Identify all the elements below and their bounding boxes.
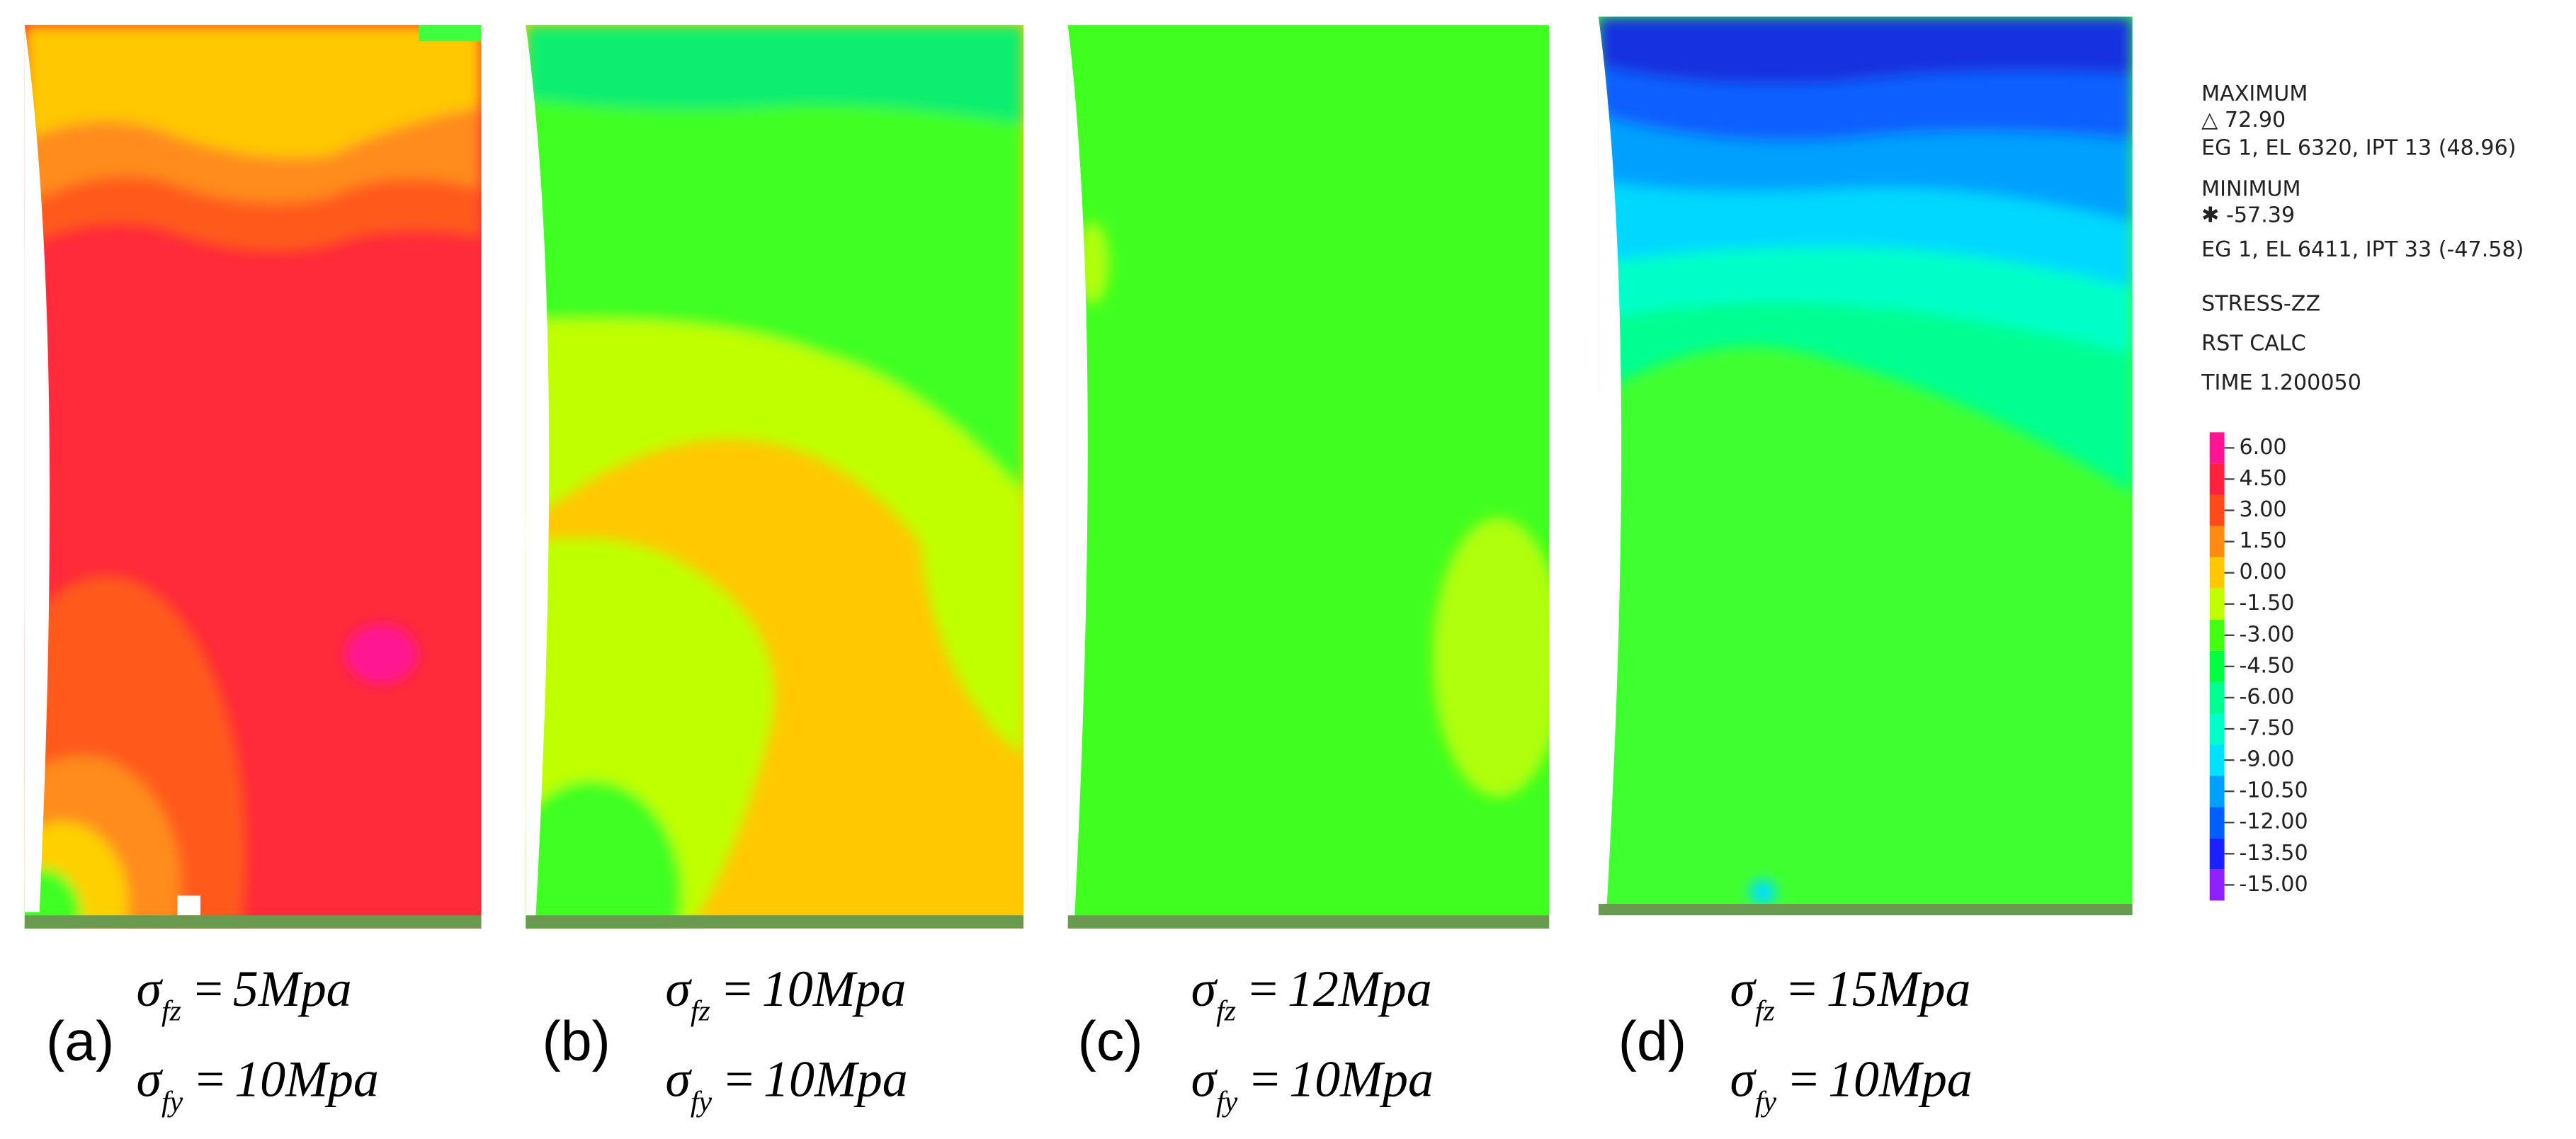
relation: = bbox=[723, 960, 752, 1017]
subscript: fz bbox=[161, 995, 181, 1028]
legend-label: -12.00 bbox=[2239, 810, 2308, 834]
legend-swatch bbox=[2209, 681, 2225, 713]
legend-label: 3.00 bbox=[2239, 497, 2286, 522]
legend-label: 0.00 bbox=[2239, 560, 2286, 584]
legend-label: -1.50 bbox=[2239, 591, 2294, 616]
equation: σfy = 10Mpa bbox=[1730, 1050, 1972, 1118]
value: 5Mpa bbox=[233, 960, 352, 1017]
panel-label: (c) bbox=[1078, 1009, 1143, 1072]
subscript: fy bbox=[1216, 1085, 1238, 1118]
subscript: fy bbox=[1755, 1085, 1777, 1118]
panel-label: (a) bbox=[46, 1009, 114, 1072]
symbol: σ bbox=[1730, 960, 1757, 1017]
legend-swatch bbox=[2209, 713, 2225, 745]
info-block: MAXIMUM△ 72.90 EG 1, EL 6320, IPT 13 (48.… bbox=[2201, 81, 2524, 395]
symbol: σ bbox=[1191, 1050, 1218, 1107]
relation: = bbox=[1249, 960, 1278, 1017]
legend-label: -9.00 bbox=[2239, 747, 2294, 772]
info-text: STRESS-ZZ bbox=[2201, 292, 2320, 317]
legend-label: -4.50 bbox=[2239, 653, 2294, 678]
legend-swatch bbox=[2209, 526, 2225, 557]
legend-swatch bbox=[2209, 619, 2225, 651]
legend-swatch bbox=[2209, 588, 2225, 620]
legend-label: -7.50 bbox=[2239, 715, 2294, 740]
symbol: σ bbox=[665, 1050, 692, 1107]
legend-swatch bbox=[2209, 838, 2225, 870]
equation: σfy = 10Mpa bbox=[1191, 1050, 1434, 1118]
info-text: MAXIMUM bbox=[2201, 81, 2308, 106]
panel-label: (d) bbox=[1618, 1009, 1686, 1072]
legend-label: -13.50 bbox=[2239, 841, 2308, 866]
equation: σfz = 10Mpa bbox=[665, 960, 906, 1028]
legend-label: -10.50 bbox=[2239, 778, 2308, 803]
value: 10Mpa bbox=[764, 1050, 908, 1107]
info-text: △ 72.90 bbox=[2201, 108, 2286, 132]
equation: σfy = 10Mpa bbox=[665, 1050, 907, 1118]
relation: = bbox=[194, 960, 223, 1017]
legend-swatch bbox=[2209, 807, 2225, 839]
equation: σfz = 5Mpa bbox=[137, 960, 352, 1028]
legend-swatch bbox=[2209, 869, 2225, 901]
color-legend: 6.00 4.50 3.00 1.50 0.00 -1.50 -3.00 -4.50 -6.00… bbox=[2209, 432, 2308, 901]
equation: σfy = 10Mpa bbox=[137, 1050, 379, 1118]
value: 10Mpa bbox=[1828, 1050, 1973, 1107]
relation: = bbox=[725, 1050, 754, 1107]
legend-label: 1.50 bbox=[2239, 528, 2286, 553]
legend-label: 4.50 bbox=[2239, 466, 2286, 491]
subscript: fz bbox=[1755, 995, 1775, 1028]
symbol: σ bbox=[137, 1050, 164, 1107]
value: 10Mpa bbox=[1289, 1050, 1434, 1107]
legend-swatch bbox=[2209, 557, 2225, 589]
relation: = bbox=[1790, 1050, 1819, 1107]
legend-swatch bbox=[2209, 776, 2225, 808]
legend-swatch bbox=[2209, 463, 2225, 495]
panel-label: (b) bbox=[542, 1009, 610, 1072]
info-text: EG 1, EL 6411, IPT 33 (-47.58) bbox=[2201, 237, 2524, 262]
legend-label: -6.00 bbox=[2239, 684, 2294, 709]
symbol: σ bbox=[665, 960, 692, 1017]
equation: σfz = 15Mpa bbox=[1730, 960, 1970, 1028]
contour-d bbox=[1598, 16, 2133, 916]
symbol: σ bbox=[137, 960, 164, 1017]
contour-b bbox=[526, 25, 1024, 929]
legend-label: 6.00 bbox=[2239, 435, 2286, 460]
legend-swatch bbox=[2209, 744, 2225, 776]
legend-label: -15.00 bbox=[2239, 872, 2308, 897]
symbol: σ bbox=[1191, 960, 1218, 1017]
equation: σfz = 12Mpa bbox=[1191, 960, 1432, 1028]
info-text: RST CALC bbox=[2201, 331, 2306, 356]
contour-c bbox=[1067, 25, 1550, 929]
info-text: ✱ -57.39 bbox=[2201, 203, 2295, 227]
legend-swatch bbox=[2209, 432, 2225, 464]
info-text: MINIMUM bbox=[2201, 176, 2300, 201]
subscript: fz bbox=[1216, 995, 1236, 1028]
symbol: σ bbox=[1730, 1050, 1757, 1107]
subscript: fy bbox=[161, 1085, 183, 1118]
legend-swatch bbox=[2209, 494, 2225, 526]
subscript: fy bbox=[691, 1085, 713, 1118]
relation: = bbox=[1251, 1050, 1280, 1107]
value: 10Mpa bbox=[762, 960, 907, 1017]
legend-swatch bbox=[2209, 650, 2225, 682]
legend-label: -3.00 bbox=[2239, 622, 2294, 647]
relation: = bbox=[1788, 960, 1817, 1017]
subscript: fz bbox=[691, 995, 710, 1028]
contour-a bbox=[24, 25, 482, 929]
value: 15Mpa bbox=[1827, 960, 1971, 1017]
info-text: EG 1, EL 6320, IPT 13 (48.96) bbox=[2201, 135, 2516, 160]
value: 10Mpa bbox=[234, 1050, 379, 1107]
value: 12Mpa bbox=[1288, 960, 1432, 1017]
relation: = bbox=[196, 1050, 225, 1107]
info-text: TIME 1.200050 bbox=[2201, 370, 2361, 395]
